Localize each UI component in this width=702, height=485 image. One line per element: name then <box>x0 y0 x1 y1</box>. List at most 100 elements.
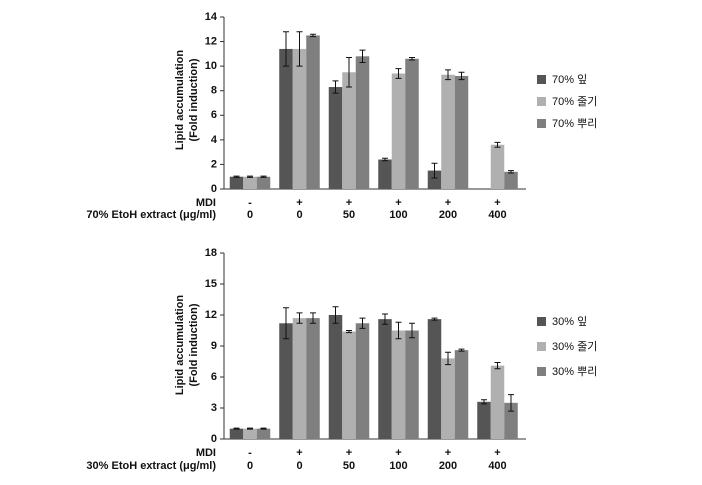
x-tick-label: 0 <box>296 460 302 472</box>
error-bar <box>431 162 438 179</box>
bar <box>306 35 320 189</box>
legend-swatch <box>537 119 546 128</box>
error-bar <box>233 175 240 178</box>
error-bar <box>296 31 303 67</box>
y-axis-label: Lipid accumulation <box>174 295 186 396</box>
error-bar <box>409 57 415 61</box>
x-tick-label: 100 <box>389 209 407 221</box>
bar <box>405 330 419 439</box>
error-bar <box>445 69 451 81</box>
error-bar <box>310 312 316 324</box>
bar <box>342 72 356 189</box>
error-bar <box>283 31 289 67</box>
legend-label: 30% 뿌리 <box>552 365 597 378</box>
x-tick-label: 400 <box>488 460 506 472</box>
error-bar <box>283 307 289 340</box>
error-bar <box>431 317 438 321</box>
x-tick-label: 0 <box>296 209 302 221</box>
mdi-label: + <box>296 447 302 459</box>
bar <box>243 176 257 189</box>
bar <box>279 323 293 439</box>
error-bar <box>395 68 402 79</box>
error-bar <box>359 317 366 329</box>
x-tick-label: 50 <box>343 460 355 472</box>
error-bar <box>458 71 465 81</box>
y-tick-label: 3 <box>211 402 217 414</box>
error-bar <box>247 427 253 430</box>
error-bar <box>494 141 501 148</box>
y-tick-label: 6 <box>211 371 217 383</box>
error-bar <box>359 49 366 63</box>
bar <box>391 73 406 189</box>
bar <box>441 358 455 439</box>
bar <box>427 170 442 189</box>
row-label: MDI <box>196 447 216 459</box>
mdi-label: + <box>296 197 302 209</box>
bar <box>355 56 370 189</box>
error-bar <box>395 321 402 340</box>
error-bar <box>260 427 267 430</box>
x-tick-label: 50 <box>343 209 355 221</box>
y-tick-label: 18 <box>205 247 217 259</box>
y-tick-label: 15 <box>205 278 217 290</box>
legend-swatch <box>537 367 546 376</box>
bar <box>328 87 343 189</box>
y-tick-label: 8 <box>211 85 217 97</box>
error-bar <box>382 157 388 162</box>
bar <box>391 330 406 439</box>
legend-label: 30% 잎 <box>552 315 587 328</box>
x-tick-label: 0 <box>247 460 253 472</box>
bar <box>441 74 455 189</box>
legend-label: 70% 잎 <box>552 73 587 86</box>
bar <box>355 323 370 439</box>
bar <box>504 402 518 439</box>
error-bar <box>445 351 451 366</box>
error-bar <box>382 313 388 325</box>
mdi-label: - <box>248 197 252 209</box>
legend-label: 30% 줄기 <box>552 340 597 353</box>
x-tick-label: 200 <box>439 209 457 221</box>
legend-swatch <box>537 342 546 351</box>
bar <box>243 428 257 439</box>
row-label: 30% EtoH extract (μg/ml) <box>86 460 216 472</box>
y-axis-label: Lipid accumulation <box>174 50 186 151</box>
mdi-label: + <box>445 447 451 459</box>
bar <box>306 318 320 439</box>
bar <box>229 176 244 189</box>
error-bar <box>494 362 501 370</box>
error-bar <box>332 306 339 324</box>
legend-label: 70% 뿌리 <box>552 117 597 130</box>
y-tick-label: 9 <box>211 340 217 352</box>
row-label: 70% EtoH extract (μg/ml) <box>86 209 216 221</box>
bar <box>477 401 491 439</box>
mdi-label: + <box>445 197 451 209</box>
legend-swatch <box>537 317 546 326</box>
x-tick-label: 400 <box>488 209 506 221</box>
mdi-label: + <box>494 447 500 459</box>
bar <box>256 176 271 189</box>
error-bar <box>508 394 514 412</box>
y-axis-label: (Fold induction) <box>188 303 200 386</box>
error-bar <box>260 175 267 178</box>
y-tick-label: 4 <box>211 134 218 146</box>
mdi-label: + <box>346 197 352 209</box>
y-tick-label: 12 <box>205 35 217 47</box>
mdi-label: + <box>494 197 500 209</box>
bar <box>427 319 442 439</box>
x-tick-label: 200 <box>439 460 457 472</box>
error-bar <box>409 322 415 339</box>
row-label: MDI <box>196 197 216 209</box>
y-tick-label: 10 <box>205 60 217 72</box>
error-bar <box>296 312 303 324</box>
y-tick-label: 14 <box>205 11 218 23</box>
bar <box>490 365 505 439</box>
y-axis-label: (Fold induction) <box>188 58 200 141</box>
x-tick-label: 100 <box>389 460 407 472</box>
bar <box>378 159 392 189</box>
y-tick-label: 0 <box>211 433 217 445</box>
legend-swatch <box>537 75 546 84</box>
mdi-label: + <box>346 447 352 459</box>
bar <box>454 350 469 439</box>
bar <box>328 315 343 439</box>
bar <box>504 171 518 189</box>
